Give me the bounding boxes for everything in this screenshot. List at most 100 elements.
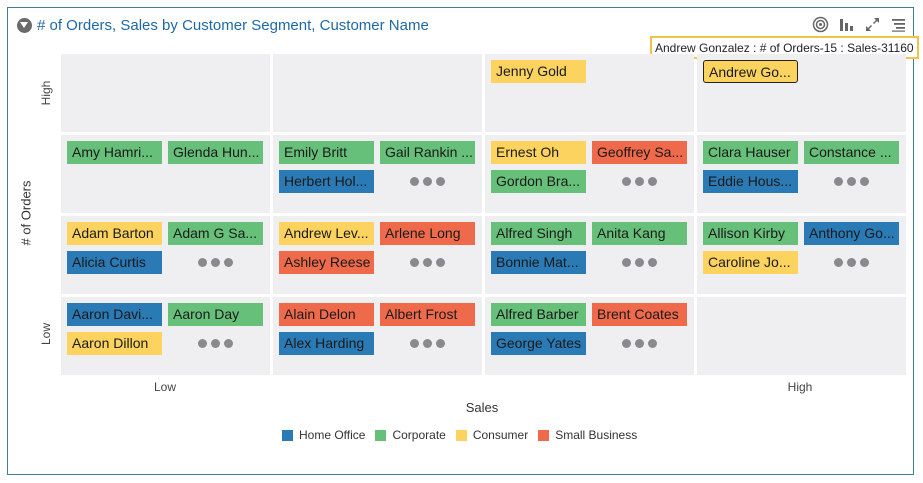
more-dot xyxy=(410,258,419,267)
more-dot xyxy=(635,177,644,186)
customer-tile[interactable]: Alfred Singh xyxy=(491,222,586,245)
grid-cell: Alain Delon Albert Frost Alex Harding xyxy=(273,297,482,375)
grid-cell xyxy=(697,297,906,375)
customer-tile[interactable]: Anita Kang xyxy=(592,222,687,245)
more-items-icon[interactable] xyxy=(592,332,687,355)
customer-tile[interactable]: Ernest Oh xyxy=(491,141,586,164)
more-dot xyxy=(224,339,233,348)
more-items-icon[interactable] xyxy=(804,251,899,274)
more-dot xyxy=(423,177,432,186)
customer-tile[interactable]: Anthony Go... xyxy=(804,222,899,245)
grid-cell: Clara Hauser Constance ... Eddie Hous... xyxy=(697,135,906,213)
customer-tile[interactable]: Clara Hauser xyxy=(703,141,798,164)
legend-label: Home Office xyxy=(299,428,366,442)
customer-tile[interactable]: Alex Harding xyxy=(279,332,374,355)
customer-tile[interactable]: Brent Coates xyxy=(592,303,687,326)
chart-toolbar xyxy=(812,16,907,33)
customer-tile[interactable]: Aaron Day xyxy=(168,303,263,326)
customer-tile[interactable]: Geoffrey Sa... xyxy=(592,141,687,164)
grid-cell: Alfred Barber Brent Coates George Yates xyxy=(485,297,694,375)
customer-tile[interactable]: Gail Rankin ... xyxy=(380,141,475,164)
more-dot xyxy=(648,339,657,348)
more-items-icon[interactable] xyxy=(380,251,475,274)
customer-tile[interactable]: Alfred Barber xyxy=(491,303,586,326)
legend-item-home-office[interactable]: Home Office xyxy=(282,428,365,442)
legend-item-corporate[interactable]: Corporate xyxy=(375,428,446,442)
legend-item-consumer[interactable]: Consumer xyxy=(455,428,529,442)
customer-tile[interactable]: Andrew Go... xyxy=(703,60,798,83)
customer-tile[interactable]: Emily Britt xyxy=(279,141,374,164)
grid-cell: Allison Kirby Anthony Go... Caroline Jo... xyxy=(697,216,906,294)
more-items-icon[interactable] xyxy=(592,251,687,274)
more-items-icon[interactable] xyxy=(804,170,899,193)
customer-tile[interactable]: Caroline Jo... xyxy=(703,251,798,274)
legend-label: Consumer xyxy=(472,428,529,442)
customer-tile[interactable]: George Yates xyxy=(491,332,586,355)
grid-cell: Jenny Gold xyxy=(485,54,694,132)
grid-cell: Ernest Oh Geoffrey Sa... Gordon Bra... xyxy=(485,135,694,213)
grid-cell: Amy Hamri... Glenda Hun... xyxy=(61,135,270,213)
more-dot xyxy=(198,339,207,348)
legend-label: Corporate xyxy=(392,428,446,442)
legend-label: Small Business xyxy=(555,428,638,442)
customer-tile[interactable]: Bonnie Mat... xyxy=(491,251,586,274)
segment-grid: Jenny Gold Andrew Go... Amy Hamri... Glenda… xyxy=(61,54,907,375)
bar-chart-icon[interactable] xyxy=(838,16,855,33)
legend-swatch xyxy=(455,429,467,441)
customer-tile[interactable]: Amy Hamri... xyxy=(67,141,162,164)
more-dot xyxy=(410,177,419,186)
more-items-icon[interactable] xyxy=(592,170,687,193)
more-dot xyxy=(436,339,445,348)
customer-tile[interactable]: Ashley Reese xyxy=(279,251,374,274)
x-tick-low: Low xyxy=(153,380,177,394)
more-dot xyxy=(847,258,856,267)
more-dot xyxy=(410,339,419,348)
more-dot xyxy=(635,258,644,267)
legend-swatch xyxy=(375,429,387,441)
customer-tile[interactable]: Aaron Davi... xyxy=(67,303,162,326)
customer-tile[interactable]: Gordon Bra... xyxy=(491,170,586,193)
more-dot xyxy=(198,258,207,267)
customer-tile[interactable]: Alicia Curtis xyxy=(67,251,162,274)
customer-tile[interactable]: Eddie Hous... xyxy=(703,170,798,193)
customer-tile[interactable]: Adam G Sa... xyxy=(168,222,263,245)
more-dot xyxy=(860,258,869,267)
grid-cell: Andrew Lev... Arlene Long Ashley Reese xyxy=(273,216,482,294)
customer-tile[interactable]: Herbert Hol... xyxy=(279,170,374,193)
customer-tile[interactable]: Constance ... xyxy=(804,141,899,164)
more-items-icon[interactable] xyxy=(380,332,475,355)
more-dot xyxy=(423,258,432,267)
legend-swatch xyxy=(538,429,550,441)
more-dot xyxy=(860,177,869,186)
customer-tile[interactable]: Arlene Long xyxy=(380,222,475,245)
more-dot xyxy=(622,258,631,267)
target-icon[interactable] xyxy=(812,16,829,33)
more-items-icon[interactable] xyxy=(168,251,263,274)
data-tooltip: Andrew Gonzalez : # of Orders-15 : Sales… xyxy=(650,36,919,59)
customer-tile[interactable]: Alain Delon xyxy=(279,303,374,326)
more-dot xyxy=(648,177,657,186)
legend-item-small-business[interactable]: Small Business xyxy=(538,428,637,442)
customer-tile[interactable]: Glenda Hun... xyxy=(168,141,263,164)
filter-icon[interactable] xyxy=(17,17,32,33)
customer-tile[interactable]: Andrew Lev... xyxy=(279,222,374,245)
customer-tile[interactable]: Adam Barton xyxy=(67,222,162,245)
grid-cell: Emily Britt Gail Rankin ... Herbert Hol... xyxy=(273,135,482,213)
x-tick-high: High xyxy=(787,380,813,394)
more-dot xyxy=(622,177,631,186)
menu-icon[interactable] xyxy=(890,16,907,33)
more-dot xyxy=(436,258,445,267)
customer-tile[interactable]: Jenny Gold xyxy=(491,60,586,83)
more-dot xyxy=(622,339,631,348)
grid-cell xyxy=(273,54,482,132)
expand-icon[interactable] xyxy=(864,16,881,33)
grid-cell: Alfred Singh Anita Kang Bonnie Mat... xyxy=(485,216,694,294)
more-dot xyxy=(648,258,657,267)
customer-tile[interactable]: Albert Frost xyxy=(380,303,475,326)
more-items-icon[interactable] xyxy=(168,332,263,355)
more-items-icon[interactable] xyxy=(380,170,475,193)
customer-tile[interactable]: Aaron Dillon xyxy=(67,332,162,355)
x-axis-label: Sales xyxy=(465,400,499,415)
legend: Home Office Corporate Consumer Small Bus… xyxy=(282,428,637,442)
customer-tile[interactable]: Allison Kirby xyxy=(703,222,798,245)
